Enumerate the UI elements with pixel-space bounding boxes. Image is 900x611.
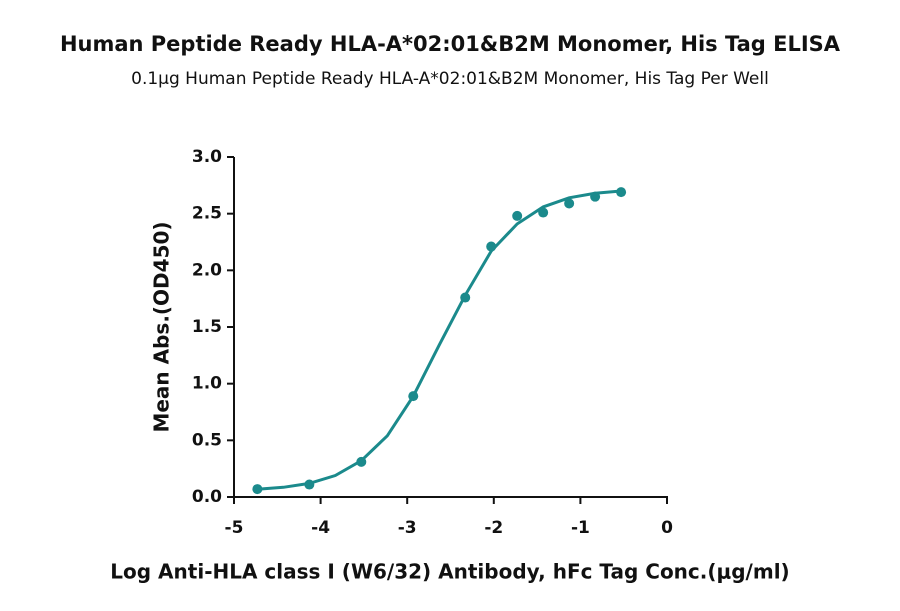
chart-subtitle: 0.1μg Human Peptide Ready HLA-A*02:01&B2… <box>131 69 769 89</box>
data-point <box>252 484 263 495</box>
x-tick-label: 0 <box>661 518 673 538</box>
data-point <box>486 241 497 252</box>
y-tick-label: 3.0 <box>192 147 222 167</box>
y-tick-label: 1.5 <box>192 317 222 337</box>
data-point <box>408 391 419 402</box>
fit-curve <box>257 189 622 491</box>
data-point <box>304 479 315 490</box>
data-point <box>512 210 523 221</box>
data-point <box>590 191 601 202</box>
data-point <box>460 292 471 303</box>
y-tick-label: 1.0 <box>192 374 222 394</box>
chart-title: Human Peptide Ready HLA-A*02:01&B2M Mono… <box>60 32 841 56</box>
x-axis-label: Log Anti-HLA class I (W6/32) Antibody, h… <box>110 560 789 584</box>
x-tick-label: -4 <box>311 518 330 538</box>
y-tick-label: 0.5 <box>192 430 222 450</box>
y-tick-label: 2.5 <box>192 204 222 224</box>
x-tick-label: -3 <box>398 518 417 538</box>
data-point <box>538 207 549 218</box>
y-tick-label: 0.0 <box>192 487 222 507</box>
data-point <box>564 198 575 209</box>
y-tick-label: 2.0 <box>192 260 222 280</box>
x-tick-label: -5 <box>225 518 244 538</box>
data-point <box>616 187 627 198</box>
x-tick-label: -2 <box>484 518 503 538</box>
x-tick-label: -1 <box>571 518 590 538</box>
y-axis-label: Mean Abs.(OD450) <box>150 221 174 432</box>
data-point <box>356 456 367 467</box>
